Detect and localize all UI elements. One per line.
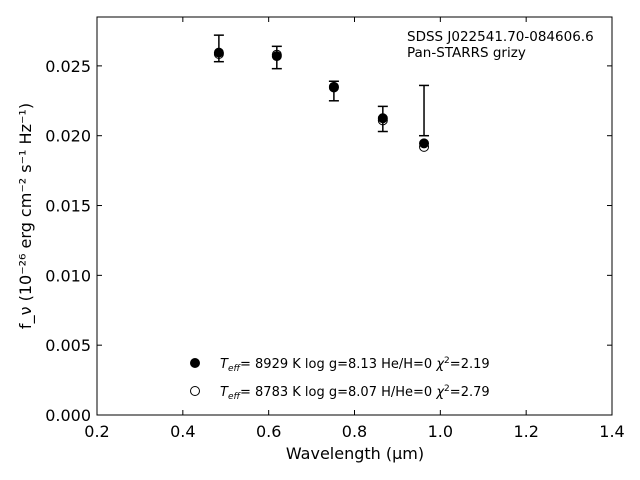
model-point-filled [419,138,430,149]
y-tick-label: 0.015 [45,197,91,216]
y-ticks: 0.000 0.005 0.010 0.015 0.020 0.025 [45,57,612,425]
model-point-open [271,49,282,60]
model-point-open [328,82,339,93]
annotation-survey: Pan-STARRS grizy [407,45,526,61]
x-tick-label: 1.0 [428,422,453,441]
annotation-object: SDSS J022541.70-084606.6 [407,29,594,45]
x-tick-label: 1.2 [513,422,538,441]
y-tick-label: 0.005 [45,336,91,355]
x-tick-label: 1.4 [599,422,624,441]
y-tick-label: 0.000 [45,406,91,425]
x-ticks: 0.2 0.4 0.6 0.8 1.0 1.2 1.4 [84,17,625,441]
y-tick-label: 0.025 [45,57,91,76]
error-bars [213,34,430,137]
legend-text-2: Teff= 8783 K log g=8.07 H/He=0 χ2=2.79 [220,384,490,402]
x-axis-label: Wavelength (μm) [286,444,424,463]
series-markers [213,47,430,152]
legend: Teff= 8929 K log g=8.13 He/H=0 χ2=2.19 T… [190,356,490,402]
y-axis-label: f_ν (10⁻²⁶ erg cm⁻² s⁻¹ Hz⁻¹) [16,103,36,329]
error-bar [419,84,430,137]
x-tick-label: 0.6 [256,422,281,441]
model-point-open [377,115,388,126]
x-tick-label: 0.8 [342,422,367,441]
plot-area [96,16,613,416]
y-tick-label: 0.020 [45,127,91,146]
legend-marker-open [190,386,200,396]
x-tick-label: 0.2 [84,422,109,441]
legend-entry-1: Teff= 8929 K log g=8.13 He/H=0 χ2=2.19 [190,356,490,374]
legend-entry-2: Teff= 8783 K log g=8.07 H/He=0 χ2=2.79 [190,384,490,402]
model-point-open [213,49,224,60]
model-point-open [419,141,430,152]
x-tick-label: 0.4 [170,422,195,441]
legend-text-1: Teff= 8929 K log g=8.13 He/H=0 χ2=2.19 [220,356,490,374]
legend-marker-filled [190,358,200,368]
y-tick-label: 0.010 [45,266,91,285]
